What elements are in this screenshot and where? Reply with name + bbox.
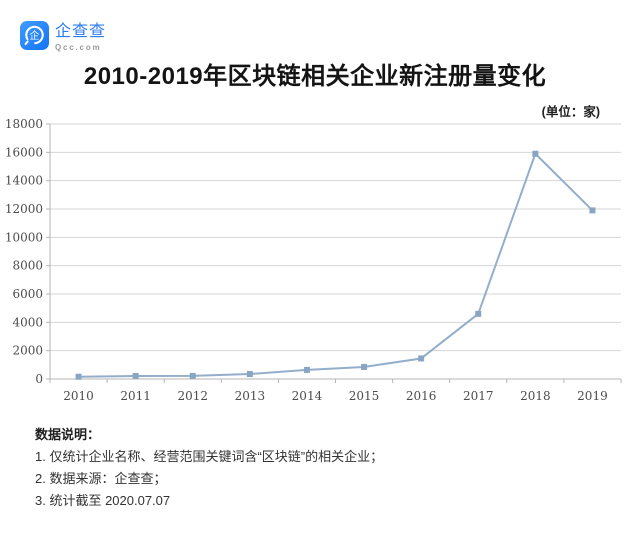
data-point-2016 <box>418 355 425 362</box>
y-tick-label: 18000 <box>5 117 43 131</box>
y-tick-label: 2000 <box>12 344 43 358</box>
x-tick-label: 2014 <box>292 389 323 403</box>
x-tick-label: 2017 <box>463 389 494 403</box>
chart-title: 2010-2019年区块链相关企业新注册量变化 <box>83 63 547 90</box>
x-tick-label: 2016 <box>406 389 437 403</box>
data-point-2012 <box>189 372 196 379</box>
data-point-2014 <box>303 366 310 373</box>
data-point-2015 <box>361 363 368 370</box>
qcc-swirl-icon: 企 <box>24 25 44 46</box>
x-tick-label: 2013 <box>235 389 266 403</box>
y-tick-label: 16000 <box>5 145 43 159</box>
x-tick-label: 2010 <box>63 389 94 403</box>
qcc-logo-icon: 企 <box>20 21 49 50</box>
y-tick-label: 10000 <box>5 230 43 244</box>
y-tick-label: 4000 <box>12 315 43 329</box>
notes-heading: 数据说明： <box>35 427 101 442</box>
svg-text:企: 企 <box>30 29 40 42</box>
data-point-2011 <box>132 373 139 380</box>
data-point-2017 <box>475 310 482 317</box>
data-point-2010 <box>75 373 82 380</box>
note-item-2: 2. 数据来源：企查查； <box>35 471 167 486</box>
qcc-logo-name: 企查查 <box>55 23 107 40</box>
qcc-logo-text: 企查查 Qcc.com <box>55 21 106 52</box>
data-point-2018 <box>532 150 539 157</box>
data-point-2019 <box>589 207 596 214</box>
x-tick-label: 2015 <box>349 389 380 403</box>
y-tick-label: 12000 <box>5 202 43 216</box>
qcc-logo: 企 企查查 Qcc.com <box>20 21 106 52</box>
y-tick-label: 0 <box>35 372 43 386</box>
data-point-2013 <box>246 371 253 378</box>
note-item-3: 3. 统计截至 2020.07.07 <box>35 493 171 508</box>
x-tick-label: 2018 <box>520 389 551 403</box>
x-tick-label: 2019 <box>577 389 608 403</box>
note-item-1: 1. 仅统计企业名称、经营范围关键词含“区块链”的相关企业； <box>35 449 384 464</box>
qcc-logo-domain: Qcc.com <box>55 43 102 52</box>
trend-line <box>77 152 594 378</box>
y-tick-label: 14000 <box>5 174 43 188</box>
x-tick-label: 2012 <box>177 389 208 403</box>
x-tick-label: 2011 <box>120 389 151 403</box>
data-notes: 数据说明： 1. 仅统计企业名称、经营范围关键词含“区块链”的相关企业； 2. … <box>35 424 383 512</box>
y-tick-label: 6000 <box>12 287 43 301</box>
registrations-line-chart: 0 2000 4000 6000 8000 10000 12000 14000 16000 180… <box>5 117 622 403</box>
y-tick-label: 8000 <box>12 259 43 273</box>
unit-label: (单位：家) <box>541 105 600 119</box>
